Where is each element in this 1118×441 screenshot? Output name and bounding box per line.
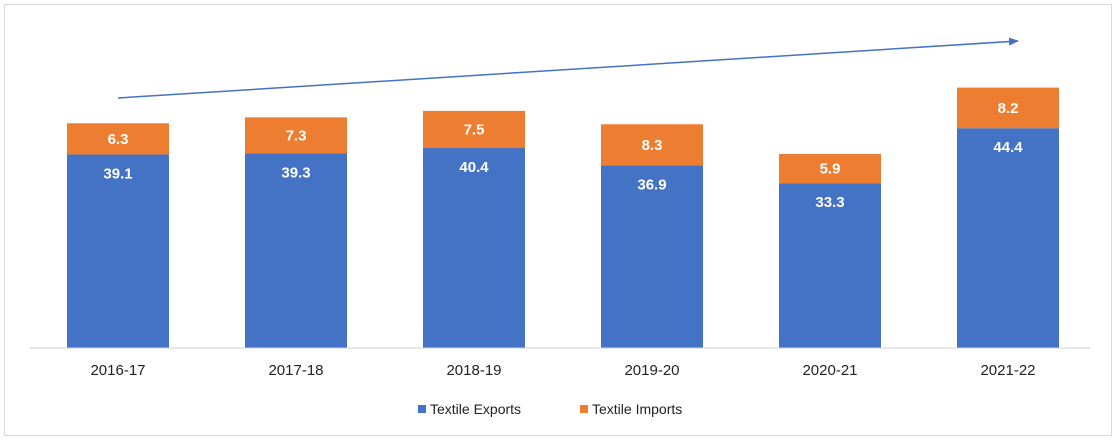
x-tick-label-2019-20: 2019-20 — [624, 362, 679, 379]
legend-label-textile-exports: Textile Exports — [430, 401, 521, 417]
bar-textile-imports-2017-18 — [245, 117, 347, 154]
data-label-textile-exports-2016-17: 39.1 — [103, 165, 132, 182]
data-label-textile-exports-2020-21: 33.3 — [815, 194, 844, 211]
x-tick-label-2020-21: 2020-21 — [802, 362, 857, 379]
data-label-textile-imports-2018-19: 7.5 — [464, 121, 485, 138]
trend-arrow — [117, 37, 1019, 99]
data-label-textile-exports-2018-19: 40.4 — [459, 159, 489, 176]
data-label-textile-imports-2021-22: 8.2 — [998, 100, 1019, 117]
legend-swatch-textile-imports — [580, 405, 588, 413]
x-tick-label-2016-17: 2016-17 — [90, 362, 145, 379]
bar-textile-imports-2016-17 — [67, 123, 169, 155]
x-tick-labels: 2016-17 2017-18 2018-19 2019-20 2020-21 2021-… — [90, 362, 1035, 379]
data-label-textile-imports-2020-21: 5.9 — [820, 161, 841, 178]
bar-textile-imports-2019-20 — [601, 124, 703, 166]
x-tick-label-2017-18: 2017-18 — [268, 362, 323, 379]
data-label-textile-imports-2019-20: 8.3 — [642, 137, 663, 154]
legend: Textile Exports Textile Imports — [418, 401, 682, 417]
bar-textile-imports-2020-21 — [779, 153, 881, 184]
data-label-textile-imports-2017-18: 7.3 — [286, 127, 307, 144]
bar-textile-imports-2018-19 — [423, 110, 525, 149]
bar-textile-exports-2019-20 — [601, 165, 703, 348]
bar-textile-exports-2017-18 — [245, 153, 347, 348]
bar-textile-exports-2018-19 — [423, 148, 525, 348]
data-label-textile-imports-2016-17: 6.3 — [108, 131, 129, 148]
data-label-textile-exports-2017-18: 39.3 — [281, 164, 310, 181]
bar-textile-exports-2021-22 — [957, 128, 1059, 348]
bar-textile-exports-2016-17 — [67, 154, 169, 348]
x-tick-label-2021-22: 2021-22 — [980, 362, 1035, 379]
bar-textile-imports-2021-22 — [957, 87, 1059, 129]
bars-group: 39.1 6.3 39.3 7.3 40.4 7.5 36.9 8.3 33.3 5.9 44.4 8… — [67, 87, 1059, 348]
data-label-textile-exports-2019-20: 36.9 — [637, 176, 666, 193]
x-tick-label-2018-19: 2018-19 — [446, 362, 501, 379]
chart-frame — [4, 4, 1112, 436]
bar-textile-exports-2020-21 — [779, 183, 881, 348]
data-label-textile-exports-2021-22: 44.4 — [993, 139, 1023, 156]
legend-label-textile-imports: Textile Imports — [592, 401, 682, 417]
legend-swatch-textile-exports — [418, 405, 426, 413]
